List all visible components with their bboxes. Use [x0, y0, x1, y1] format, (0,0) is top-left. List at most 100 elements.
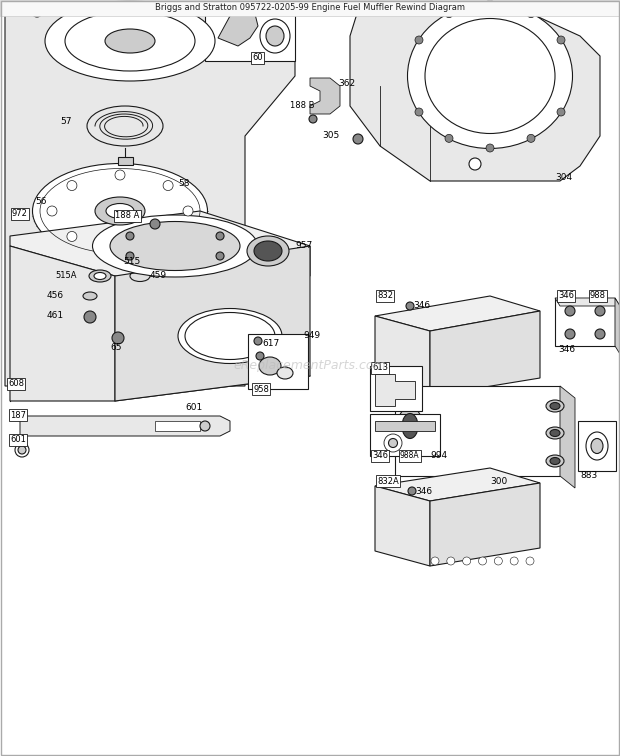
Text: 346: 346: [372, 451, 388, 460]
Ellipse shape: [407, 4, 572, 148]
Text: 601: 601: [185, 404, 202, 413]
Circle shape: [565, 306, 575, 316]
Ellipse shape: [546, 400, 564, 412]
Bar: [248, 334, 308, 389]
Circle shape: [15, 443, 29, 457]
Text: 515A: 515A: [55, 271, 76, 280]
Circle shape: [67, 181, 77, 191]
Text: 459: 459: [150, 271, 167, 280]
Ellipse shape: [591, 438, 603, 454]
Circle shape: [557, 108, 565, 116]
Text: 832A: 832A: [377, 476, 399, 485]
Text: 461: 461: [47, 311, 64, 321]
Circle shape: [32, 7, 42, 17]
Circle shape: [406, 302, 414, 310]
Ellipse shape: [260, 19, 290, 53]
Text: Briggs and Stratton 095722-0205-99 Engine Fuel Muffler Rewind Diagram: Briggs and Stratton 095722-0205-99 Engin…: [155, 4, 465, 13]
Circle shape: [415, 36, 423, 44]
Polygon shape: [430, 311, 540, 396]
Circle shape: [463, 557, 471, 565]
Circle shape: [67, 231, 77, 241]
Circle shape: [163, 181, 173, 191]
Ellipse shape: [425, 18, 555, 134]
Polygon shape: [615, 298, 620, 354]
Text: 832: 832: [377, 292, 393, 300]
Ellipse shape: [157, 299, 303, 373]
Text: 346: 346: [558, 292, 574, 300]
Circle shape: [47, 206, 57, 216]
Text: 58: 58: [178, 179, 190, 188]
Text: 362: 362: [338, 79, 355, 88]
Ellipse shape: [384, 434, 402, 452]
Ellipse shape: [402, 414, 418, 438]
Polygon shape: [555, 298, 620, 306]
Polygon shape: [10, 211, 310, 276]
Circle shape: [200, 421, 210, 431]
Text: 958: 958: [253, 385, 269, 394]
Bar: [118, 157, 133, 165]
Ellipse shape: [266, 26, 284, 46]
Circle shape: [527, 135, 535, 142]
Circle shape: [163, 231, 173, 241]
Circle shape: [112, 332, 124, 344]
Circle shape: [494, 557, 502, 565]
Text: 957: 957: [295, 241, 312, 250]
Polygon shape: [430, 483, 540, 566]
Ellipse shape: [546, 455, 564, 467]
Ellipse shape: [78, 311, 102, 324]
Text: 515: 515: [123, 258, 140, 267]
Ellipse shape: [83, 292, 97, 300]
Circle shape: [565, 329, 575, 339]
Text: 617: 617: [262, 339, 279, 349]
Text: 305: 305: [8, 4, 25, 13]
Polygon shape: [5, 5, 295, 386]
Circle shape: [115, 170, 125, 180]
Polygon shape: [375, 296, 540, 331]
Ellipse shape: [277, 367, 293, 379]
Polygon shape: [555, 298, 615, 346]
Ellipse shape: [106, 203, 134, 218]
Ellipse shape: [178, 308, 282, 364]
Circle shape: [445, 135, 453, 142]
Ellipse shape: [45, 1, 215, 81]
Ellipse shape: [397, 407, 422, 445]
Bar: [370, 414, 440, 456]
Circle shape: [445, 10, 453, 17]
Circle shape: [84, 311, 96, 323]
Polygon shape: [560, 386, 575, 488]
Text: 188 B: 188 B: [290, 101, 314, 110]
Bar: [578, 421, 616, 471]
Ellipse shape: [73, 287, 107, 305]
Text: 188 A: 188 A: [115, 212, 140, 221]
Polygon shape: [375, 316, 430, 396]
Text: eReplacementParts.com: eReplacementParts.com: [234, 360, 386, 373]
Circle shape: [479, 557, 487, 565]
Polygon shape: [350, 4, 600, 181]
Text: 994: 994: [430, 451, 447, 460]
Ellipse shape: [546, 427, 564, 439]
Bar: [205, 5, 295, 61]
Circle shape: [309, 115, 317, 123]
Bar: [0, 0, 620, 16]
Ellipse shape: [254, 241, 282, 261]
Text: 300: 300: [490, 476, 507, 485]
Circle shape: [526, 557, 534, 565]
Text: 346: 346: [413, 302, 430, 311]
Polygon shape: [115, 246, 310, 401]
Ellipse shape: [389, 438, 397, 448]
Polygon shape: [375, 374, 415, 406]
Circle shape: [216, 252, 224, 260]
Circle shape: [126, 252, 134, 260]
Text: 988: 988: [590, 292, 606, 300]
Circle shape: [595, 306, 605, 316]
Ellipse shape: [550, 457, 560, 464]
Polygon shape: [218, 8, 258, 46]
Text: 949: 949: [303, 330, 320, 339]
Text: 346: 346: [558, 345, 575, 355]
Text: 304: 304: [555, 173, 572, 182]
Circle shape: [431, 557, 439, 565]
Text: 613: 613: [372, 364, 388, 373]
Polygon shape: [10, 246, 115, 401]
Text: 187: 187: [10, 411, 26, 420]
Ellipse shape: [550, 402, 560, 410]
